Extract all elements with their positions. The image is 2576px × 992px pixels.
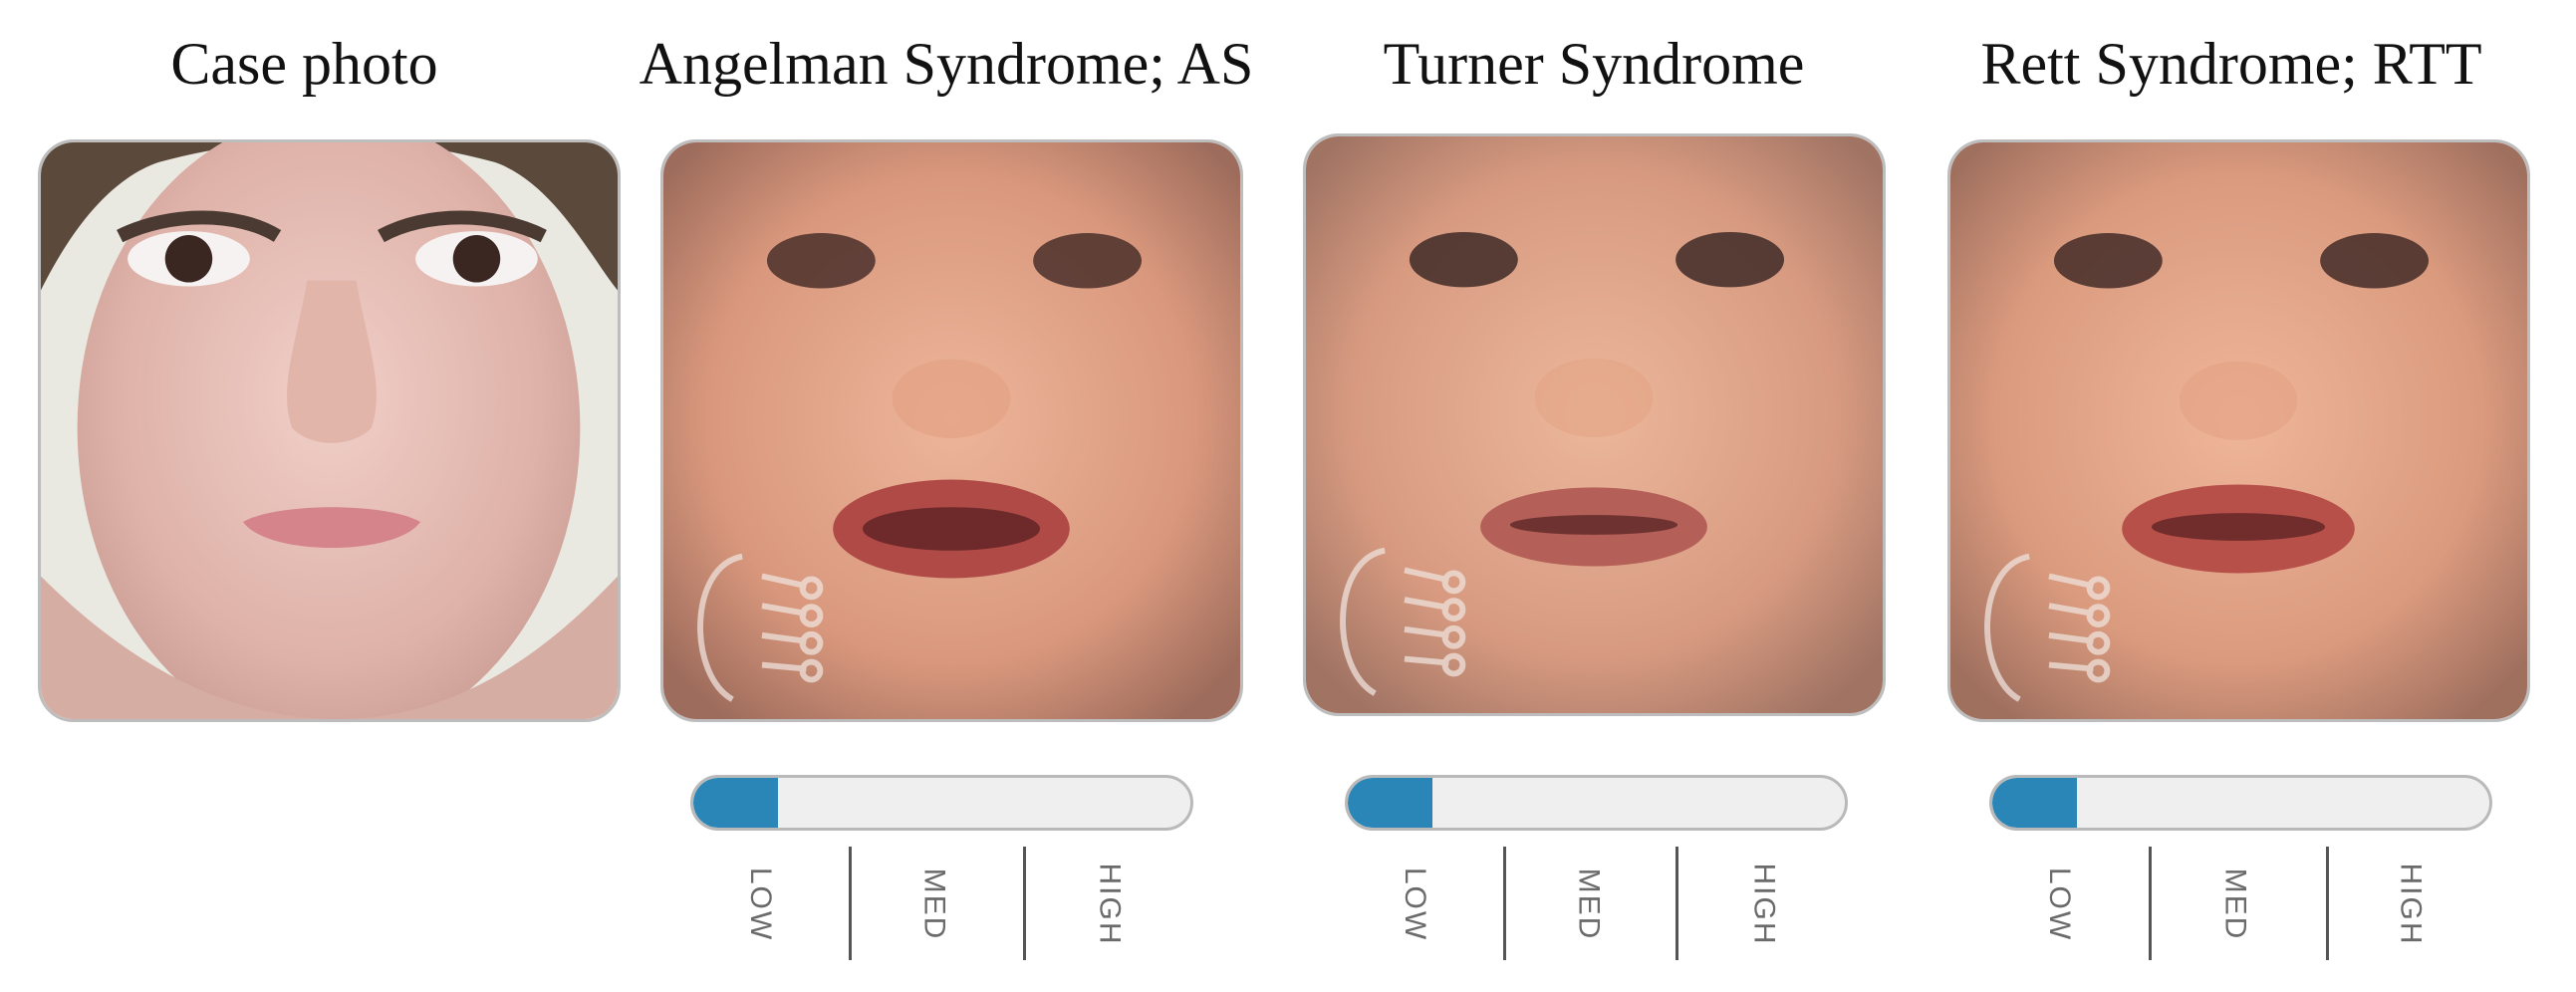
panel-title-rett: Rett Syndrome; RTT bbox=[1980, 31, 2482, 97]
similarity-scale: LOW MED HIGH bbox=[1989, 845, 2492, 964]
similarity-scale: LOW MED HIGH bbox=[690, 845, 1193, 964]
scale-low-label: LOW bbox=[2043, 867, 2076, 942]
scale-divider bbox=[2326, 847, 2329, 960]
case-photo bbox=[38, 139, 621, 722]
gestalt-composite-turner bbox=[1303, 133, 1886, 716]
logo-icon bbox=[697, 553, 824, 702]
scale-high-label: HIGH bbox=[2394, 863, 2427, 946]
gestalt-composite-angelman bbox=[660, 139, 1243, 722]
panel-title-angelman: Angelman Syndrome; AS bbox=[639, 31, 1254, 97]
scale-divider bbox=[2149, 847, 2152, 960]
gestalt-composite-rett bbox=[1947, 139, 2530, 722]
similarity-meter-fill bbox=[1348, 778, 1432, 828]
scale-med-label: MED bbox=[2218, 868, 2252, 941]
panel-title-case-photo: Case photo bbox=[170, 31, 438, 97]
logo-icon bbox=[1340, 547, 1466, 696]
scale-low-label: LOW bbox=[1399, 867, 1431, 942]
scale-med-label: MED bbox=[1572, 868, 1606, 941]
similarity-meter-fill bbox=[1992, 778, 2077, 828]
panel-title-turner: Turner Syndrome bbox=[1383, 31, 1805, 97]
similarity-meter-angelman bbox=[690, 775, 1193, 831]
scale-med-label: MED bbox=[917, 868, 951, 941]
scale-divider bbox=[1023, 847, 1026, 960]
scale-high-label: HIGH bbox=[1747, 863, 1780, 946]
scale-low-label: LOW bbox=[744, 867, 777, 942]
scale-high-label: HIGH bbox=[1093, 863, 1126, 946]
similarity-scale: LOW MED HIGH bbox=[1345, 845, 1848, 964]
similarity-meter-rett bbox=[1989, 775, 2492, 831]
similarity-meter-fill bbox=[693, 778, 778, 828]
logo-icon bbox=[1984, 553, 2111, 702]
similarity-meter-turner bbox=[1345, 775, 1848, 831]
scale-divider bbox=[1503, 847, 1506, 960]
scale-divider bbox=[1675, 847, 1678, 960]
scale-divider bbox=[849, 847, 852, 960]
